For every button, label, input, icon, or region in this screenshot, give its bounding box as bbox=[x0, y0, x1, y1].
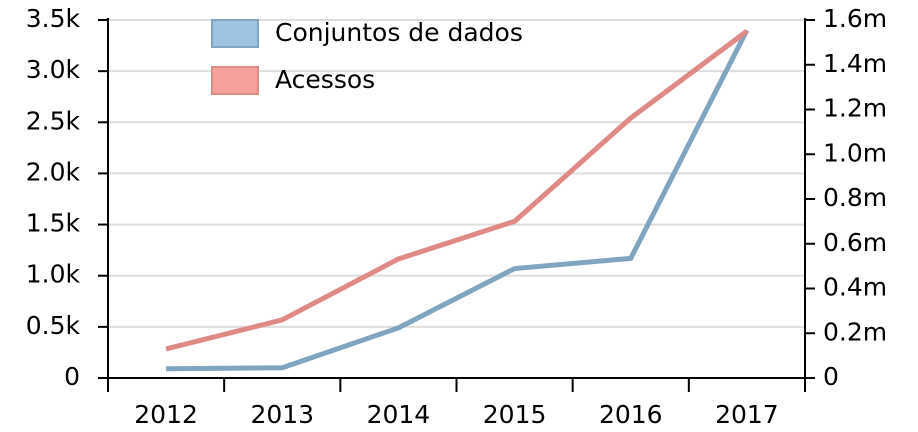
y2-tick-label: 0.8m bbox=[823, 183, 887, 212]
x-tick-label: 2012 bbox=[134, 400, 198, 429]
y2-tick-label: 0.6m bbox=[823, 228, 887, 257]
y2-tick-label: 1.6m bbox=[823, 4, 887, 33]
y-tick-label: 1.5k bbox=[26, 209, 81, 238]
y2-tick-label: 1.2m bbox=[823, 94, 887, 123]
legend-label: Acessos bbox=[275, 65, 375, 94]
y-tick-label: 2.0k bbox=[26, 157, 81, 186]
y-tick-label: 1.0k bbox=[26, 260, 81, 289]
x-tick-label: 2015 bbox=[483, 400, 547, 429]
line-series bbox=[165, 29, 749, 352]
legend-swatch bbox=[211, 19, 259, 48]
x-tick-label: 2013 bbox=[250, 400, 314, 429]
y-tick-label: 3.0k bbox=[26, 55, 81, 84]
line-series bbox=[166, 29, 750, 372]
y-tick-label: 0 bbox=[64, 362, 80, 391]
y2-tick-label: 0.2m bbox=[823, 317, 887, 346]
legend-label: Conjuntos de dados bbox=[275, 18, 523, 47]
y2-tick-label: 1.0m bbox=[823, 138, 887, 167]
y2-tick-label: 0.4m bbox=[823, 273, 887, 302]
y-tick-label: 3.5k bbox=[26, 4, 81, 33]
x-tick-label: 2017 bbox=[715, 400, 779, 429]
y-tick-label: 0.5k bbox=[26, 311, 81, 340]
x-tick-label: 2014 bbox=[367, 400, 431, 429]
y2-tick-label: 1.4m bbox=[823, 49, 887, 78]
legend-swatch bbox=[211, 66, 259, 95]
y-tick-label: 2.5k bbox=[26, 106, 81, 135]
x-tick-label: 2016 bbox=[599, 400, 663, 429]
y2-tick-label: 0 bbox=[823, 362, 839, 391]
